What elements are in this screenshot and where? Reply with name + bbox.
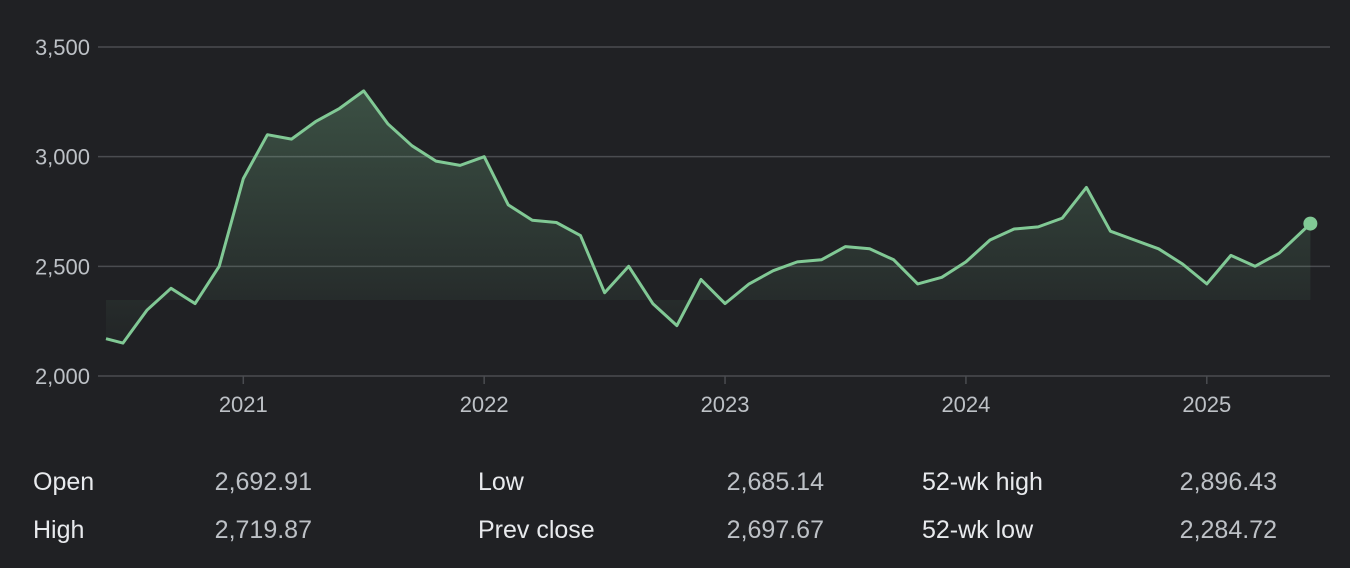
stat-value-52wk-low: 2,284.72: [1179, 516, 1277, 544]
stat-label-low: Low: [478, 468, 524, 496]
stat-label-52wk-low: 52-wk low: [922, 516, 1034, 544]
x-tick-label: 2021: [219, 392, 268, 417]
stat-value-open: 2,692.91: [214, 468, 312, 496]
x-tick-label: 2024: [941, 392, 990, 417]
current-price-marker: [1303, 216, 1318, 231]
price-line: [105, 89, 1312, 345]
stat-label-prev-close: Prev close: [478, 516, 595, 544]
y-axis-labels: 3,500 3,000 2,500 2,000: [35, 35, 90, 389]
y-tick-label: 3,500: [35, 35, 90, 60]
stat-value-52wk-high: 2,896.43: [1179, 468, 1277, 496]
y-tick-label: 3,000: [35, 145, 90, 170]
stat-label-52wk-high: 52-wk high: [922, 468, 1043, 496]
y-tick-label: 2,000: [35, 364, 90, 389]
x-tick-label: 2025: [1182, 392, 1231, 417]
stat-label-high: High: [33, 516, 85, 544]
stat-value-low: 2,685.14: [726, 468, 824, 496]
price-area-fill: [106, 90, 1311, 344]
x-tick-label: 2022: [460, 392, 509, 417]
stat-label-open: Open: [33, 468, 95, 496]
price-series: [105, 89, 1318, 345]
x-tick-label: 2023: [701, 392, 750, 417]
y-tick-label: 2,500: [35, 254, 90, 279]
stat-value-prev-close: 2,697.67: [726, 516, 824, 544]
x-axis-labels: 2021 2022 2023 2024 2025: [219, 376, 1231, 417]
stat-value-high: 2,719.87: [214, 516, 312, 544]
stats-table: Open 2,692.91 Low 2,685.14 52-wk high 2,…: [0, 462, 1350, 562]
